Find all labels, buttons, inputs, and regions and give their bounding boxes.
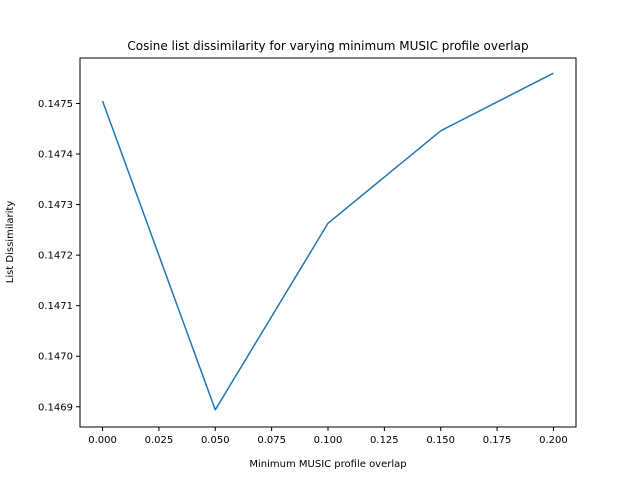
x-tick-label: 0.200 xyxy=(539,435,568,446)
y-axis-label: List Dissimilarity xyxy=(5,201,16,284)
x-tick-label: 0.125 xyxy=(370,435,399,446)
x-axis-label: Minimum MUSIC profile overlap xyxy=(249,459,406,470)
x-tick-label: 0.150 xyxy=(426,435,455,446)
y-tick-label: 0.1475 xyxy=(38,99,73,110)
y-tick-label: 0.1471 xyxy=(38,301,73,312)
x-tick-label: 0.025 xyxy=(145,435,174,446)
y-tick-label: 0.1473 xyxy=(38,200,73,211)
plot-area-frame xyxy=(79,57,577,428)
x-tick-label: 0.050 xyxy=(201,435,230,446)
y-axis-ticks: 0.1469 0.1470 0.1471 0.1472 0.1473 0.1474 0.14… xyxy=(38,99,80,413)
x-tick-label: 0.100 xyxy=(314,435,343,446)
y-tick-label: 0.1474 xyxy=(38,150,73,161)
y-tick-label: 0.1469 xyxy=(38,402,73,413)
chart-title: Cosine list dissimilarity for varying mi… xyxy=(127,39,528,53)
x-tick-label: 0.000 xyxy=(88,435,117,446)
y-tick-label: 0.1472 xyxy=(38,251,73,262)
x-tick-label: 0.175 xyxy=(483,435,512,446)
x-axis-ticks: 0.000 0.025 0.050 0.075 0.100 0.125 0.150 0.175… xyxy=(88,427,568,446)
y-tick-label: 0.1470 xyxy=(38,352,73,363)
series-layer xyxy=(101,72,554,411)
x-tick-label: 0.075 xyxy=(257,435,286,446)
